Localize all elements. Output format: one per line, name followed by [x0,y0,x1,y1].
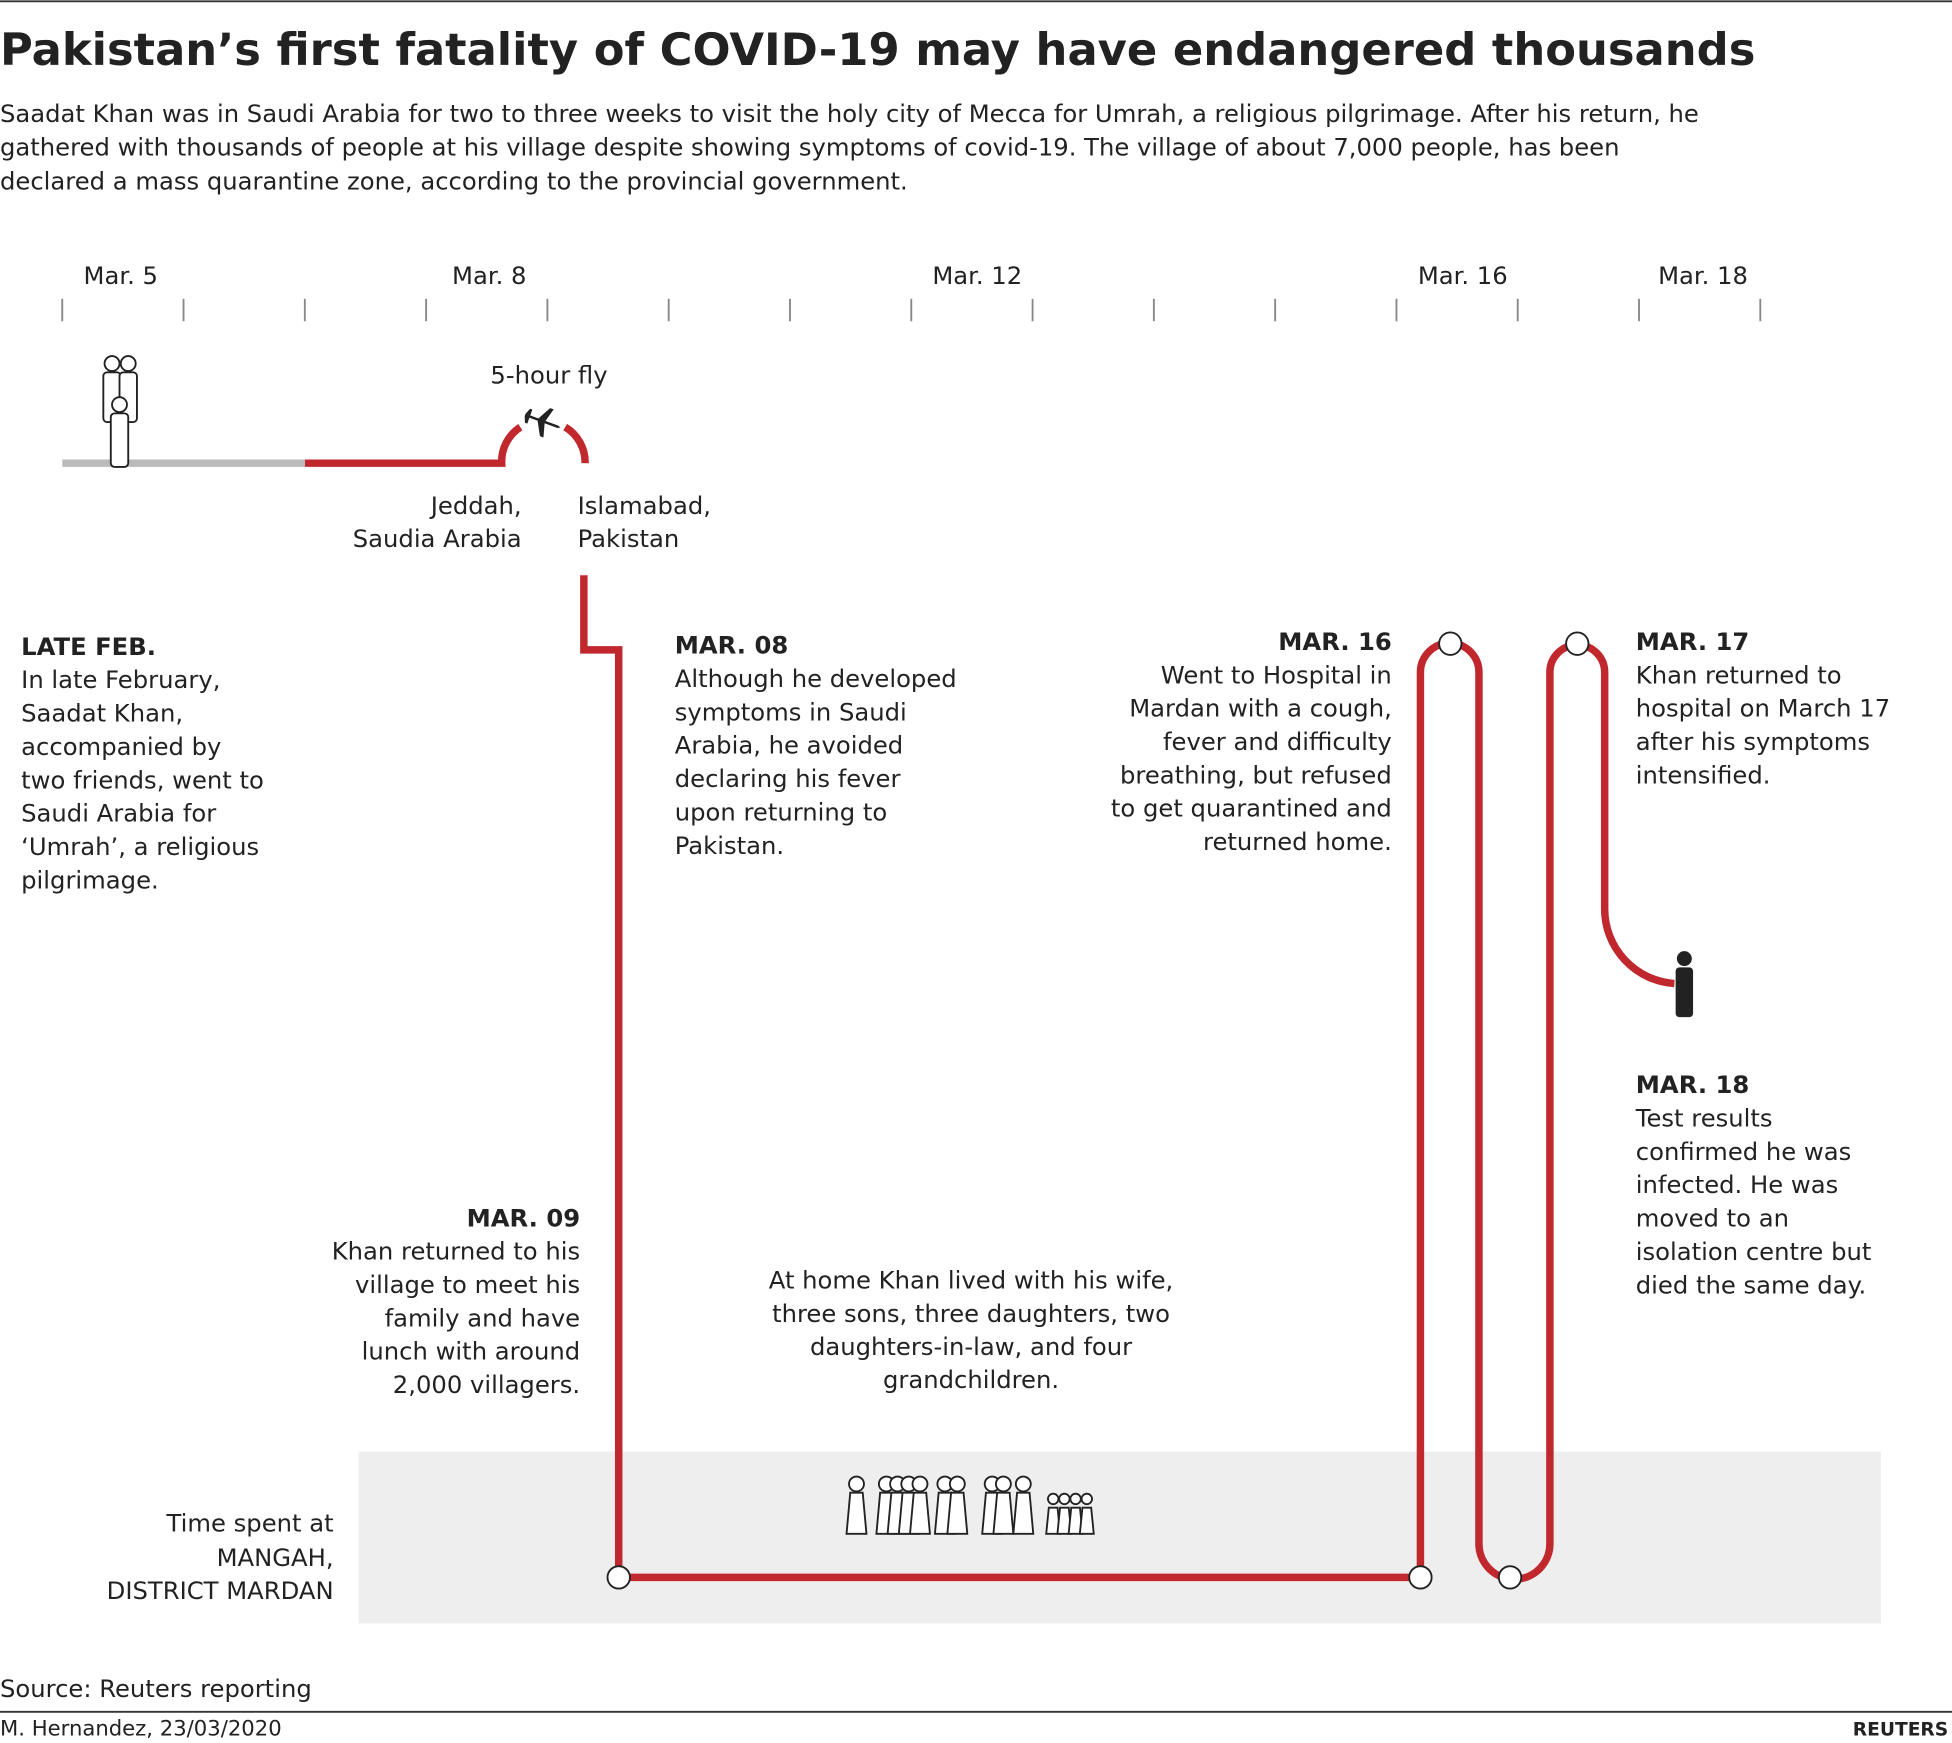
event-text: two friends, went to [21,765,264,794]
subtitle-line: Saadat Khan was in Saudi Arabia for two … [0,99,1699,128]
subtitle-line: gathered with thousands of people at his… [0,133,1619,162]
event-text: ‘Umrah’, a religious [21,832,259,861]
patient-icon [1675,951,1694,1018]
event-date: MAR. 09 [467,1203,581,1232]
event-text: Khan returned to his [332,1237,580,1266]
place-name: DISTRICT MARDAN [107,1576,334,1605]
event-text: Arabia, he avoided [675,731,903,760]
event-text: symptoms in Saudi [675,697,907,726]
person-icon [848,1475,865,1493]
person-icon [1080,1492,1093,1506]
person-icon [1069,1492,1082,1506]
event-text: lunch with around [362,1337,580,1366]
travellers-icon [102,355,138,468]
event-date: LATE FEB. [21,632,156,661]
place-intro: Time spent at [166,1508,334,1537]
event-text: family and have [385,1303,581,1332]
subtitle-line: declared a mass quarantine zone, accordi… [0,166,908,195]
event-text: Mardan with a cough, [1129,694,1392,723]
home-text: daughters-in-law, and four [810,1332,1132,1361]
home-text: At home Khan lived with his wife, [769,1266,1174,1295]
event-date: MAR. 08 [675,631,789,660]
event-text: fever and difficulty [1163,727,1392,756]
event-text: hospital on March 17 [1636,694,1890,723]
event-text: declaring his fever [675,764,901,793]
event-date: MAR. 18 [1636,1070,1750,1099]
person-icon [994,1475,1012,1493]
event-text: isolation centre but [1636,1237,1872,1266]
timeline-label: Mar. 8 [452,261,526,290]
timeline-label: Mar. 5 [84,261,158,290]
event-text: returned home. [1203,827,1392,856]
person-icon [908,1491,931,1535]
person-icon [1078,1506,1095,1535]
event-text: upon returning to [675,797,888,826]
person-icon [1014,1475,1032,1493]
plane-icon [524,408,561,438]
origin-label: Saudia Arabia [353,524,522,553]
route-stops [606,631,1590,1590]
destination-label: Pakistan [578,524,680,553]
event-text: to get quarantined and [1111,794,1392,823]
title: Pakistan’s first fatality of COVID-19 ma… [0,23,1755,76]
village-band [358,1451,1882,1624]
person-icon [1056,1506,1073,1535]
timeline-label: Mar. 16 [1418,261,1508,290]
place-name: MANGAH, [217,1543,334,1572]
event-text: confirmed he was [1636,1137,1851,1166]
event-text: breathing, but refused [1120,760,1392,789]
event-text: infected. He was [1636,1170,1838,1199]
event-text: Khan returned to [1636,660,1842,689]
person-icon [992,1491,1015,1535]
event-text: died the same day. [1636,1270,1866,1299]
event-text: Test results [1635,1103,1773,1132]
person-icon [1067,1506,1084,1535]
event-text: accompanied by [21,732,221,761]
event-text: moved to an [1636,1204,1789,1233]
event-text: Went to Hospital in [1161,660,1392,689]
flight-route [305,423,589,467]
event-text: 2,000 villagers. [393,1370,580,1399]
person-icon [1045,1506,1062,1535]
brand: REUTERS [1853,1719,1949,1740]
event-text: Saadat Khan, [21,699,183,728]
family-icons [845,1475,1095,1535]
source: Source: Reuters reporting [0,1674,312,1703]
event-text: Saudi Arabia for [21,799,216,828]
event-text: Although he developed [675,664,957,693]
event-date: MAR. 17 [1636,627,1750,656]
person-icon [1012,1491,1035,1535]
event-text: pilgrimage. [21,865,159,894]
home-text: three sons, three daughters, two [772,1299,1170,1328]
person-icon [1058,1492,1071,1506]
event-text: intensified. [1636,760,1771,789]
event-text: Pakistan. [675,831,784,860]
home-text: grandchildren. [883,1365,1059,1394]
timeline-label: Mar. 18 [1658,261,1748,290]
credit: M. Hernandez, 23/03/2020 [0,1715,282,1740]
event-date: MAR. 16 [1278,627,1392,656]
person-icon [1047,1492,1060,1506]
person-icon [911,1475,929,1493]
event-text: village to meet his [355,1270,580,1299]
flight-label: 5-hour fly [490,360,607,389]
origin-label: Jeddah, [429,491,522,520]
person-icon [946,1491,969,1535]
destination-label: Islamabad, [578,491,711,520]
timeline-label: Mar. 12 [932,261,1022,290]
person-icon [948,1475,966,1493]
person-icon [845,1491,868,1535]
event-text: In late February, [21,665,220,694]
event-text: after his symptoms [1636,727,1870,756]
